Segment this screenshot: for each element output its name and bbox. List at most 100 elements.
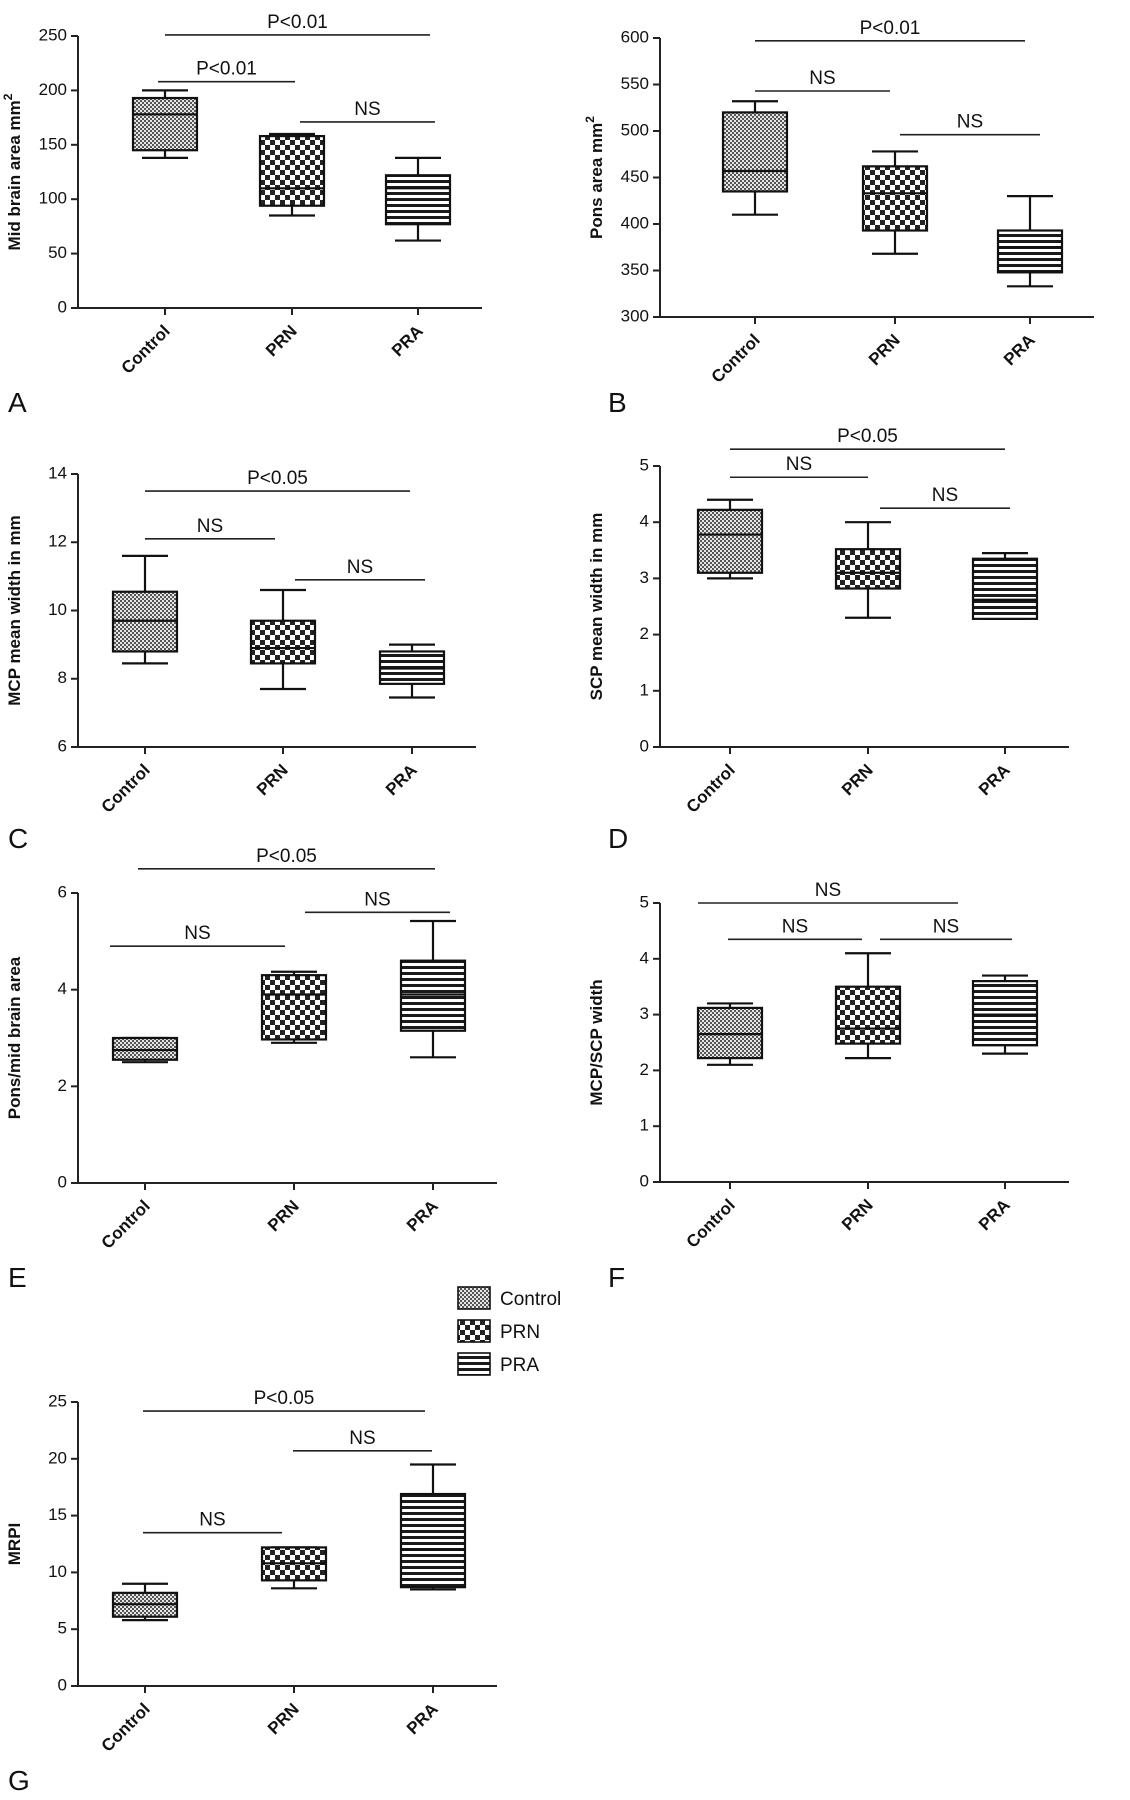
box-control — [131, 89, 199, 159]
legend-label: Control — [500, 1289, 561, 1310]
iqr-box — [399, 1492, 467, 1589]
legend-swatch — [457, 1352, 491, 1376]
y-tick-label: 1 — [640, 680, 649, 699]
iqr-box — [861, 165, 929, 232]
x-category-label: PRA — [975, 760, 1014, 799]
significance-label: NS — [957, 112, 983, 133]
y-tick-label: 4 — [640, 512, 649, 531]
box-prn — [260, 970, 328, 1044]
x-category-label: PRA — [382, 760, 421, 799]
panel-letter: C — [8, 823, 28, 854]
y-tick-label: 25 — [48, 1391, 67, 1410]
y-tick-label: 14 — [48, 463, 67, 482]
panel-letter: D — [608, 823, 628, 854]
iqr-box — [249, 619, 317, 665]
box-prn — [249, 588, 317, 691]
significance-label: NS — [349, 1428, 375, 1449]
iqr-box — [399, 959, 467, 1032]
box-prn — [834, 521, 902, 619]
y-tick-label: 250 — [39, 25, 67, 44]
iqr-box — [696, 508, 764, 574]
iqr-box — [834, 548, 902, 590]
y-axis-title: MRPI — [5, 1523, 24, 1566]
x-category-label: PRN — [838, 760, 877, 799]
iqr-box — [384, 174, 452, 226]
x-category-label: Control — [708, 330, 764, 386]
box-pra — [971, 552, 1039, 620]
box-pra — [399, 1463, 467, 1591]
y-tick-label: 4 — [58, 979, 67, 998]
x-category-label: Control — [118, 321, 174, 377]
y-tick-label: 3 — [640, 1004, 649, 1023]
legend-label: PRN — [500, 1322, 540, 1343]
y-axis-title: MCP mean width in mm — [5, 515, 24, 706]
y-tick-label: 20 — [48, 1448, 67, 1467]
panel-g: 0 5 10 15 20 25 MRPI Control PRN PRA P<0.05 NS NS G — [5, 1388, 497, 1796]
y-tick-label: 4 — [640, 948, 649, 967]
significance-label: P<0.01 — [196, 59, 257, 80]
panel-f: 0 1 2 3 4 5 MCP/SCP width Control PRN PRA NS NS NS F — [587, 880, 1069, 1293]
y-tick-label: 150 — [39, 134, 67, 153]
y-tick-label: 0 — [640, 736, 649, 755]
box-control — [721, 100, 789, 216]
panel-b: 300 350 400 450 500 550 600 Pons area mm2 Contro… — [583, 18, 1094, 418]
y-tick-label: 0 — [640, 1171, 649, 1190]
legend-swatch — [457, 1286, 491, 1310]
panel-letter: E — [8, 1262, 27, 1293]
y-tick-label: 12 — [48, 532, 67, 551]
x-category-label: Control — [683, 760, 739, 816]
y-axis-title: Pons area mm2 — [583, 116, 606, 239]
significance-label: NS — [197, 516, 223, 537]
panel-letter: F — [608, 1262, 625, 1293]
significance-label: NS — [786, 454, 812, 475]
box-pra — [996, 195, 1064, 288]
significance-label: P<0.05 — [256, 846, 317, 867]
significance-label: NS — [184, 923, 210, 944]
x-category-label: PRA — [388, 321, 427, 360]
panel-a: 0 50 100 150 200 250 Mid brain area mm2 Control… — [1, 12, 482, 418]
legend-label: PRA — [500, 1355, 539, 1376]
y-tick-label: 300 — [621, 306, 649, 325]
legend: Control PRN PRA — [457, 1286, 561, 1376]
y-tick-label: 100 — [39, 189, 67, 208]
y-tick-label: 0 — [58, 1172, 67, 1191]
box-pra — [384, 156, 452, 242]
y-axis-title: SCP mean width in mm — [587, 513, 606, 701]
y-tick-label: 2 — [58, 1076, 67, 1095]
x-category-label: PRA — [403, 1699, 442, 1738]
iqr-box — [696, 1006, 764, 1060]
x-category-label: PRA — [403, 1196, 442, 1235]
y-axis-title: Mid brain area mm2 — [1, 93, 24, 250]
y-tick-label: 5 — [58, 1619, 67, 1638]
legend-item-pra: PRA — [457, 1352, 539, 1376]
x-category-label: PRN — [264, 1196, 303, 1235]
x-category-label: PRN — [253, 760, 292, 799]
box-control — [111, 554, 179, 665]
box-prn — [258, 132, 326, 217]
iqr-box — [971, 980, 1039, 1047]
y-tick-label: 3 — [640, 568, 649, 587]
y-tick-label: 6 — [58, 736, 67, 755]
significance-label: NS — [815, 880, 841, 901]
significance-label: NS — [932, 485, 958, 506]
y-tick-label: 2 — [640, 624, 649, 643]
x-category-label: PRA — [975, 1195, 1014, 1234]
iqr-box — [971, 557, 1039, 620]
y-tick-label: 5 — [640, 455, 649, 474]
y-axis-title: Pons/mid brain area — [5, 956, 24, 1119]
legend-item-prn: PRN — [457, 1319, 540, 1343]
significance-label: NS — [354, 99, 380, 120]
x-category-label: Control — [98, 1699, 154, 1755]
panel-letter: A — [8, 387, 27, 418]
y-tick-label: 500 — [621, 120, 649, 139]
legend-swatch — [457, 1319, 491, 1343]
box-prn — [834, 952, 902, 1060]
box-control — [111, 1036, 179, 1064]
significance-label: NS — [782, 916, 808, 937]
box-pra — [971, 974, 1039, 1055]
y-tick-label: 0 — [58, 297, 67, 316]
significance-label: P<0.05 — [837, 426, 898, 447]
significance-label: P<0.05 — [247, 468, 308, 489]
y-tick-label: 0 — [58, 1675, 67, 1694]
